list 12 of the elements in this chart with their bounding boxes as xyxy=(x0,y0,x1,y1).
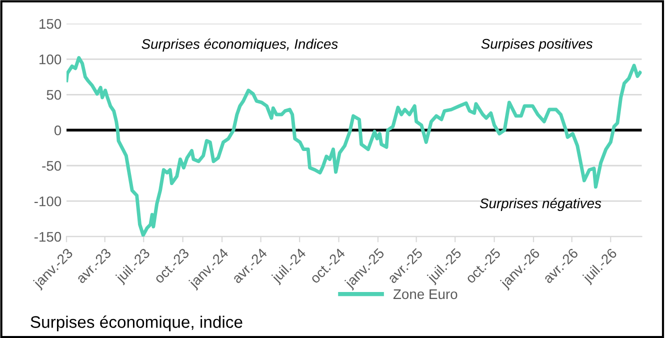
y-tick-label: -50 xyxy=(42,160,62,171)
annotation: Surprises économiques, Indices xyxy=(142,38,338,52)
legend-label: Zone Euro xyxy=(393,289,458,300)
annotation: Surprises négatives xyxy=(480,198,602,212)
y-tick-label: -100 xyxy=(34,196,62,206)
text: Surpises économique, indice xyxy=(30,316,242,332)
y-tick-label: 100 xyxy=(40,54,62,64)
y-tick-label: 150 xyxy=(40,18,62,29)
annotation: Surpises positives xyxy=(481,38,593,52)
y-tick-label: 50 xyxy=(46,90,62,100)
y-tick-label: -150 xyxy=(34,232,62,242)
y-tick-label: 0 xyxy=(54,125,62,136)
